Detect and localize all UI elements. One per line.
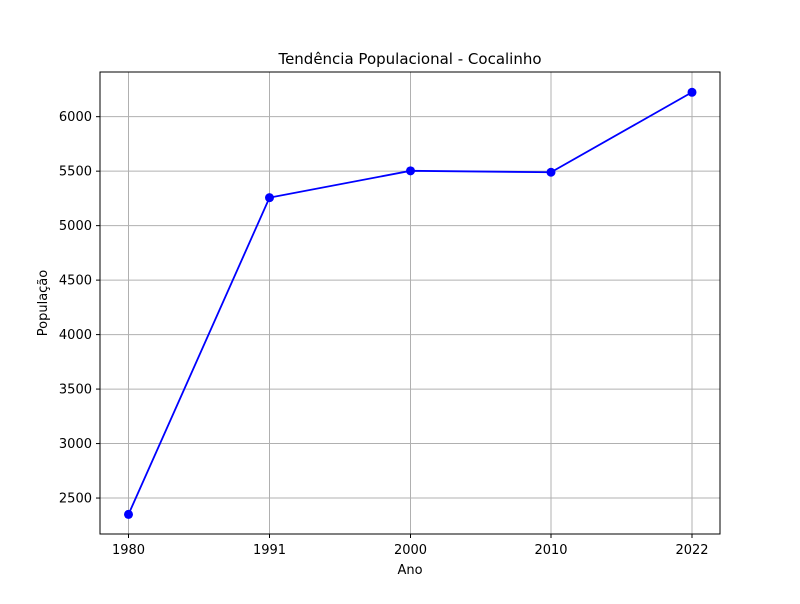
y-tick-label: 5000	[59, 219, 92, 234]
grid	[100, 72, 720, 534]
x-tick-label: 2000	[394, 543, 427, 558]
y-tick-label: 4500	[59, 274, 92, 289]
y-tick-label: 6000	[59, 110, 92, 125]
x-axis-label: Ano	[397, 563, 422, 578]
plot-frame	[99, 71, 721, 535]
series-layer	[124, 87, 697, 519]
axis-ticks: 1980 1991 2000 2010 2022 2500 3000 3500 4000 4500…	[59, 110, 709, 558]
x-tick-label: 2010	[534, 543, 567, 558]
data-point	[265, 193, 274, 203]
y-tick-label: 3000	[59, 437, 92, 452]
data-point	[406, 166, 415, 176]
data-point	[124, 509, 133, 519]
y-tick-label: 4000	[59, 328, 92, 343]
data-point	[687, 87, 697, 97]
chart-title: Tendência Populacional - Cocalinho	[277, 50, 541, 68]
y-axis-label: População	[36, 270, 51, 337]
y-tick-label: 2500	[59, 492, 92, 507]
x-tick-label: 2022	[675, 543, 708, 558]
data-point	[546, 167, 556, 177]
y-tick-label: 5500	[59, 165, 92, 180]
x-tick-label: 1980	[112, 543, 145, 558]
y-tick-label: 3500	[59, 383, 92, 398]
x-tick-label: 1991	[253, 543, 286, 558]
